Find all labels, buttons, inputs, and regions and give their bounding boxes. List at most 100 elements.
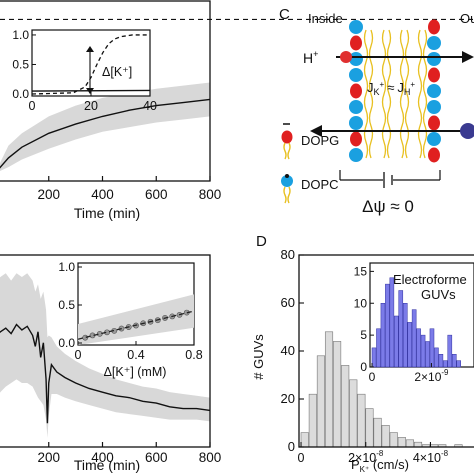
histogram-bar [373, 417, 382, 448]
panel-d-ytick-label: 80 [281, 247, 295, 262]
histogram-bar [405, 439, 414, 448]
bottom-left-xtick-label: 800 [199, 450, 222, 465]
dopg-legend: DOPG [281, 123, 339, 160]
histogram-bar [413, 441, 423, 448]
bottom-left-inset-ytick-label: 0.0 [58, 336, 75, 350]
panel-d-letter: D [256, 233, 267, 250]
top-left-inset-dashed-curve [31, 34, 150, 95]
panel-d-ytick-label: 60 [281, 295, 295, 310]
inset-histogram-bar [443, 360, 448, 368]
lipid-tail [368, 29, 374, 159]
panel-d-inset-xtick-label: 0 [369, 370, 376, 384]
dopc-tail-icon [283, 186, 291, 204]
panel-d-xtick-label: 2×10-8 [348, 449, 384, 465]
h-flux-arrowhead [462, 51, 474, 63]
inset-histogram-bar [380, 303, 386, 368]
lipid-tail [363, 29, 369, 159]
histogram-bar [397, 437, 406, 448]
inset-histogram-bar [402, 303, 408, 368]
inset-histogram-bar [451, 354, 457, 368]
panel-d-chart: D # GUVs 0 20 40 60 80 0 2×10-8 4×10-8 PK⁺ (cm/… [251, 233, 474, 474]
bottom-left-confidence-band [0, 273, 210, 438]
inset-histogram-bar [407, 322, 412, 368]
dopg-head [428, 147, 440, 163]
top-left-chart: 200 400 600 800 Time (min) 0.0 0.5 1.0 0 20 40 Δ… [0, 0, 474, 221]
lipid-tail [404, 29, 410, 159]
panel-d-inset: 0 5 10 15 0 2×10-9 Electroforme GUVs [354, 262, 474, 384]
top-left-inset-frame [31, 29, 151, 97]
panel-c-schematic: C Inside Ou H+ JK+ ≈ JH+ DOPG DOPC [279, 6, 474, 216]
top-left-inset-ytick-label: 0.5 [12, 57, 29, 71]
top-left-xtick-label: 600 [145, 187, 168, 202]
top-left-inset-arrowhead-up [86, 46, 94, 52]
inset-histogram-bar [394, 315, 399, 368]
bottom-left-inset-xtick-label: 0.4 [127, 348, 144, 362]
top-left-xtick-label: 200 [37, 187, 60, 202]
bottom-left-inset-ytick-label: 0.5 [58, 298, 75, 312]
bottom-left-inset: 0.0 0.5 1.0 0 0.4 0.8 Δ[K⁺] (mM) [58, 260, 202, 379]
top-left-inset-xtick-label: 0 [29, 99, 36, 113]
inset-histogram-bar [434, 347, 439, 368]
panel-d-inset-xtick-label: 2×10-9 [414, 368, 449, 384]
inset-histogram-bar [416, 328, 421, 368]
inset-histogram-bar [398, 290, 404, 368]
flux-equality: JK+ ≈ JH+ [367, 80, 415, 97]
potential-label: Δψ ≈ 0 [362, 197, 414, 216]
histogram-bar [357, 393, 366, 448]
histogram-bar [389, 432, 398, 448]
bottom-left-inset-fit-line [77, 310, 195, 340]
dopg-head [350, 131, 362, 147]
dopc-head [427, 84, 441, 98]
bottom-left-inset-ytick-label: 1.0 [58, 260, 75, 274]
inset-histogram-bar [420, 334, 426, 368]
inset-histogram-bar [371, 347, 377, 368]
outside-label: Ou [460, 11, 474, 26]
dopc-plus-sign [285, 174, 289, 178]
inset-histogram-bar [389, 277, 395, 368]
membrane-potential-symbol: Δψ ≈ 0 [339, 170, 441, 216]
dopg-head [428, 115, 440, 131]
dopg-head [428, 19, 440, 35]
dopg-head-icon [281, 130, 293, 144]
lipid-tail [399, 29, 405, 159]
histogram-bar [333, 341, 342, 448]
bottom-left-inset-point [82, 334, 89, 341]
inset-histogram-bar [447, 334, 453, 368]
dopg-head [350, 35, 362, 51]
dopc-head [427, 132, 441, 146]
panel-c-letter: C [279, 6, 290, 23]
panel-d-inset-ytick-label: 15 [354, 264, 368, 278]
potassium-ion [460, 123, 474, 139]
top-left-inset-xtick-label: 40 [143, 99, 157, 113]
top-left-xlabel: Time (min) [74, 205, 140, 221]
dopg-head [350, 83, 362, 99]
histogram-bar [308, 393, 317, 448]
lipid-bilayer [349, 19, 441, 163]
panel-d-inset-title-1: Electroforme [393, 272, 467, 287]
dopc-head [427, 36, 441, 50]
bottom-left-inset-xtick-label: 0 [75, 348, 82, 362]
inset-histogram-bar [456, 360, 461, 368]
panel-d-xtick-label: 4×10-8 [413, 449, 449, 465]
bottom-left-chart: 200 400 600 800 Time (min) 0.0 0.5 1.0 0 0.4 0.8… [0, 254, 222, 473]
bottom-left-xtick-label: 200 [37, 450, 60, 465]
panel-d-inset-title-2: GUVs [421, 287, 456, 302]
dopc-label: DOPC [301, 177, 339, 192]
inset-histogram-bar [438, 354, 444, 368]
inset-histogram-bar [425, 341, 430, 368]
h-ion-label: H+ [303, 49, 318, 66]
top-left-inset-label: Δ[K⁺] [102, 65, 132, 79]
bottom-left-inset-xtick-label: 0.8 [185, 348, 202, 362]
dopg-tail-icon [283, 142, 291, 160]
histogram-bar [341, 365, 350, 448]
histogram-bar [324, 331, 334, 448]
lipid-tail [381, 29, 387, 159]
dopc-head [349, 68, 363, 82]
inset-histogram-bar [411, 309, 417, 368]
bottom-left-xtick-label: 400 [91, 450, 114, 465]
panel-d-inset-ytick-label: 5 [360, 328, 367, 342]
lipid-tail [417, 29, 423, 159]
panel-d-ytick-label: 0 [288, 439, 295, 454]
histogram-bar [365, 408, 374, 448]
top-left-inset-ytick-label: 1.0 [12, 28, 29, 42]
